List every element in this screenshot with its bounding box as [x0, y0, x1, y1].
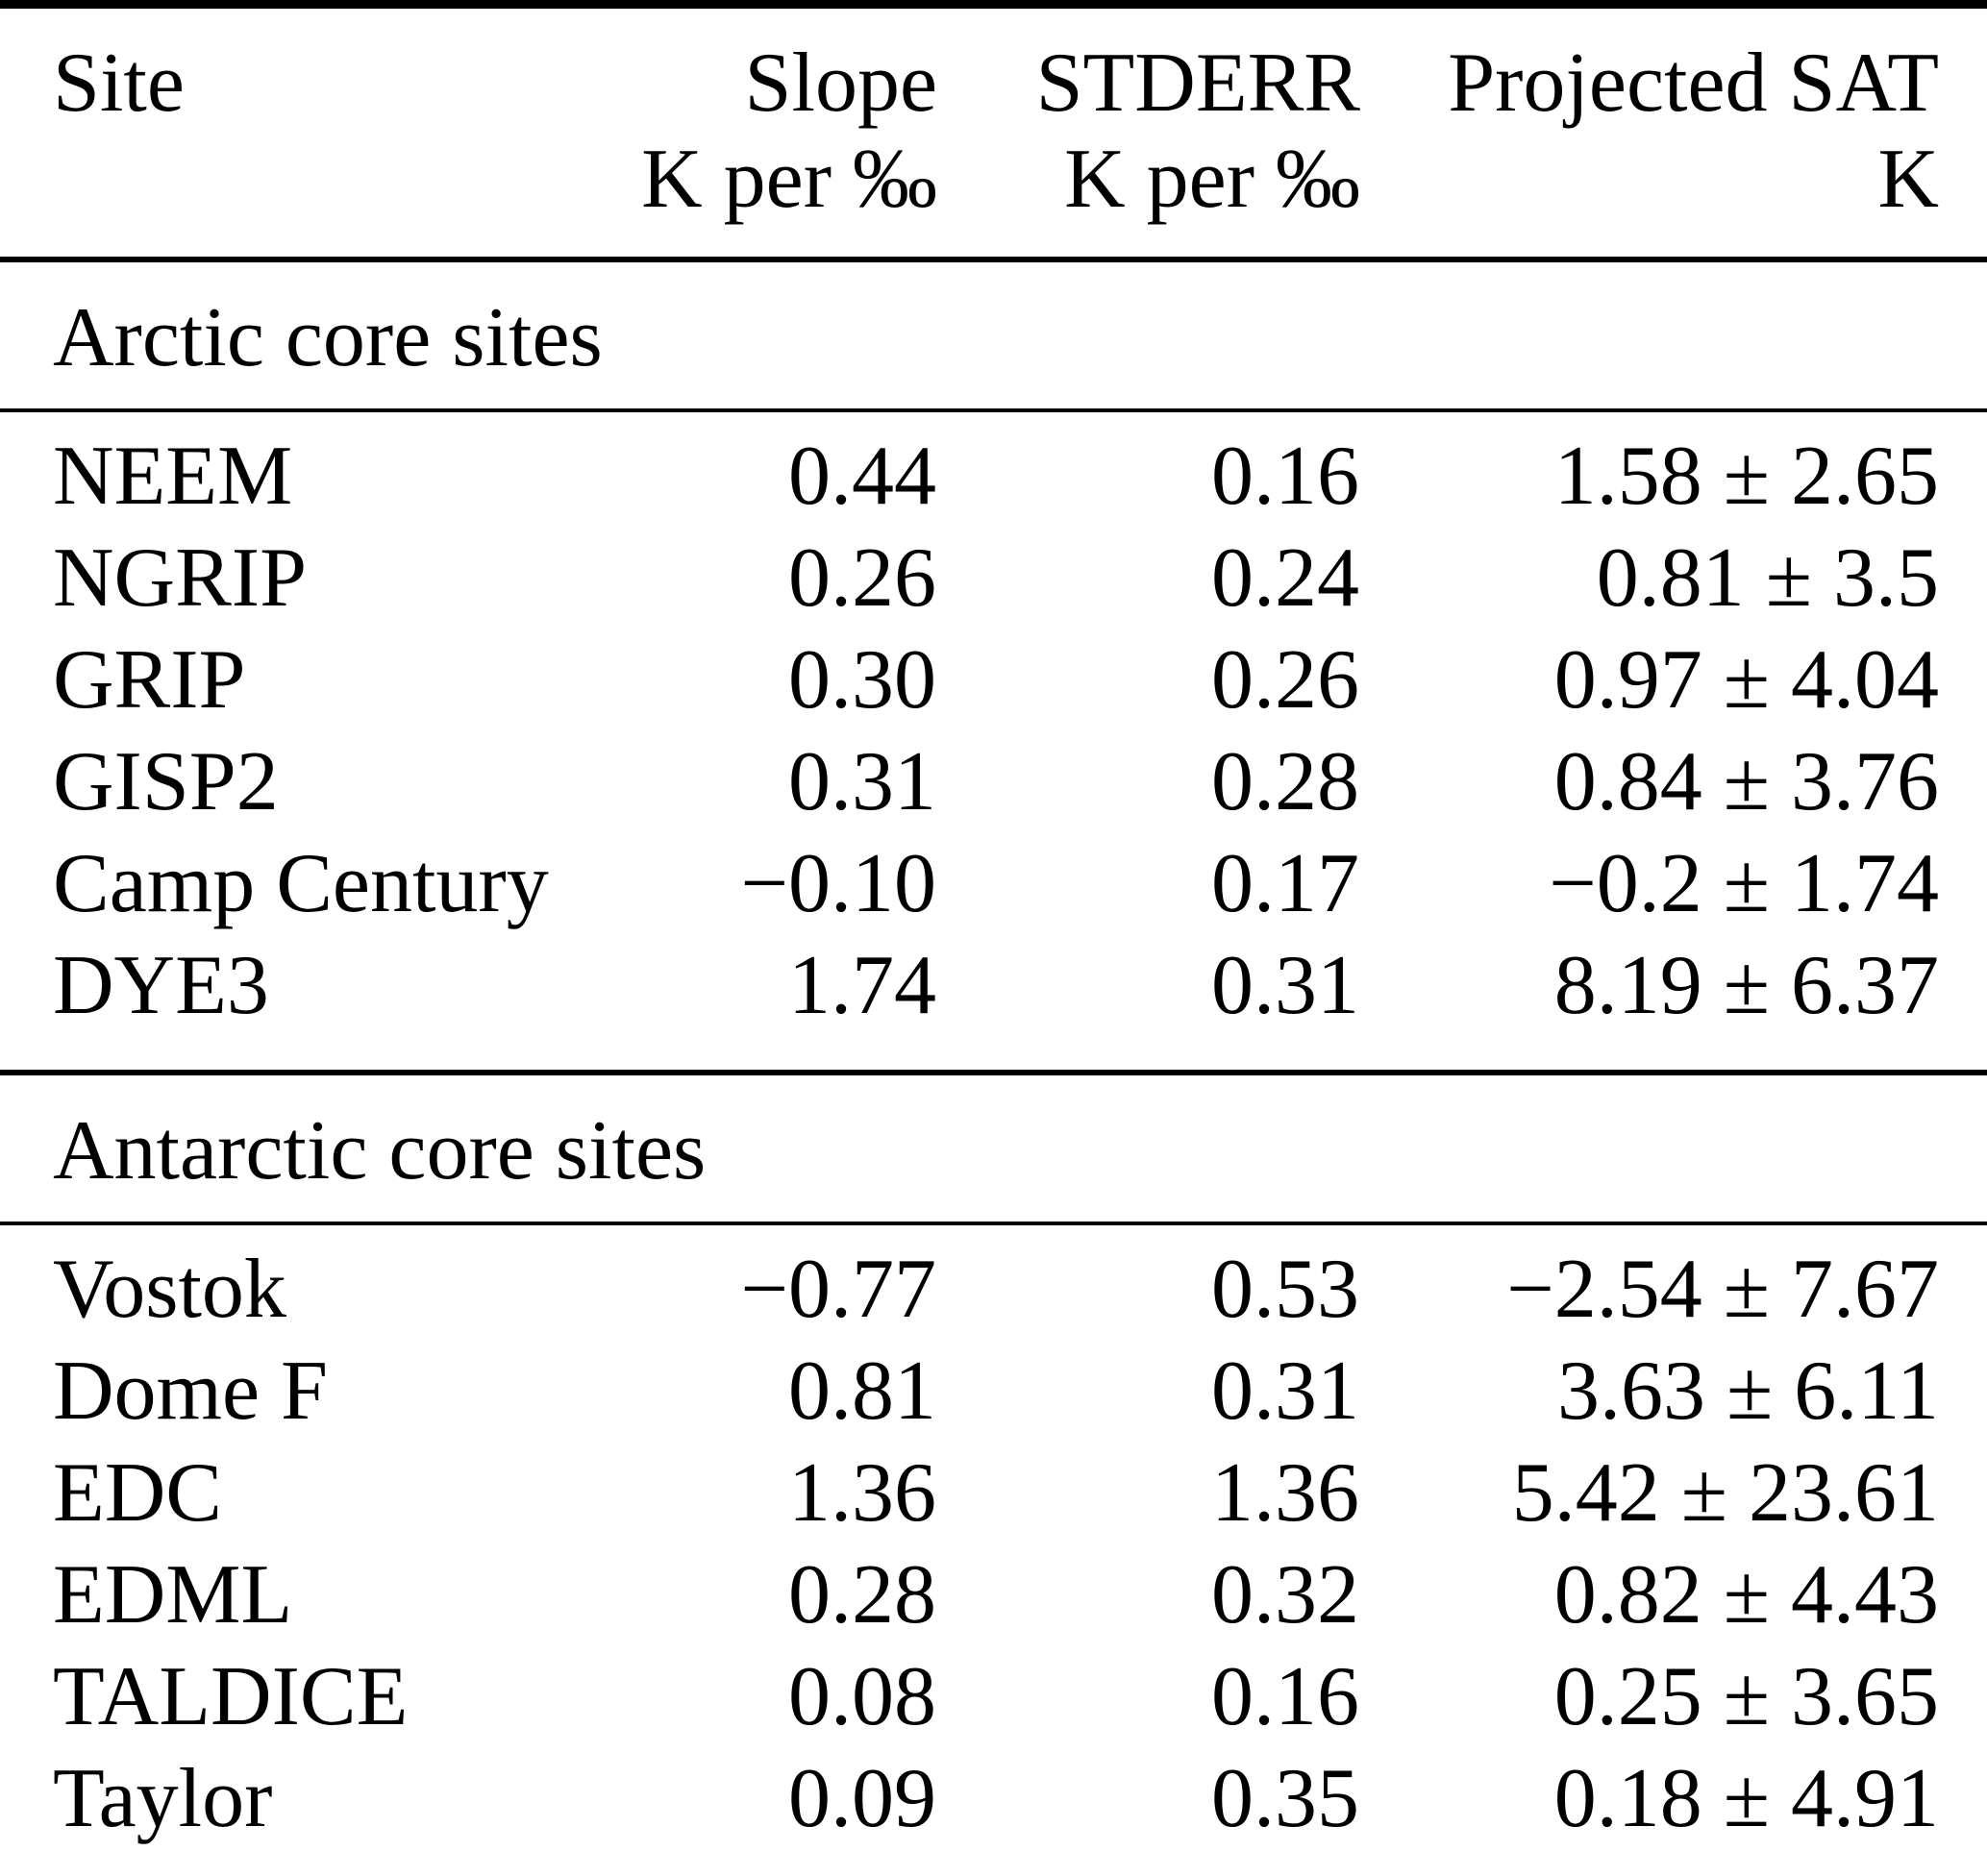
cell-stderr: 0.28 [1211, 735, 1359, 828]
cell-slope: 0.31 [788, 735, 936, 828]
cell-projected-sat: 3.63 ± 6.11 [1556, 1345, 1939, 1438]
cell-site: NGRIP [53, 531, 308, 625]
antarctic-rows: Vostok −0.77 0.53 −2.54 ± 7.67 Dome F 0.… [0, 1223, 1987, 1876]
cell-projected-sat: 1.58 ± 2.65 [1553, 430, 1939, 523]
row-grip: GRIP 0.30 0.26 0.97 ± 4.04 [0, 629, 1987, 731]
table-header: Site Slope K per ‰ STDERR K per ‰ Projec… [0, 5, 1987, 260]
column-header-projected-sat: Projected SAT K [1360, 5, 1987, 260]
cell-slope: −0.10 [740, 837, 936, 930]
cell-projected-sat: 8.19 ± 6.37 [1553, 939, 1939, 1032]
cell-projected-sat: 0.97 ± 4.04 [1553, 633, 1939, 727]
section-title: Arctic core sites [0, 257, 1987, 412]
section-title-row: Arctic core sites [0, 257, 1987, 412]
cell-stderr: 0.31 [1211, 939, 1359, 1032]
row-taldice: TALDICE 0.08 0.16 0.25 ± 3.65 [0, 1646, 1987, 1748]
row-dome-f: Dome F 0.81 0.31 3.63 ± 6.11 [0, 1341, 1987, 1443]
column-label: STDERR [1035, 37, 1360, 130]
row-camp-century: Camp Century −0.10 0.17 −0.2 ± 1.74 [0, 833, 1987, 935]
cell-projected-sat: −2.54 ± 7.67 [1506, 1243, 1939, 1336]
cell-site: NEEM [53, 430, 293, 523]
cell-slope: 0.30 [788, 633, 936, 727]
cell-slope: 0.28 [788, 1548, 936, 1642]
cell-site: DYE3 [53, 939, 269, 1032]
cell-projected-sat: −0.2 ± 1.74 [1549, 837, 1939, 930]
cell-site: EDC [53, 1446, 222, 1540]
column-unit: K [1877, 133, 1939, 226]
row-neem: NEEM 0.44 0.16 1.58 ± 2.65 [0, 410, 1987, 528]
cell-slope: −0.77 [740, 1243, 936, 1336]
cell-stderr: 0.35 [1211, 1752, 1359, 1845]
cell-site: Taylor [53, 1752, 273, 1845]
cell-slope: 0.81 [788, 1345, 936, 1438]
cell-slope: 0.26 [788, 531, 936, 625]
cell-stderr: 0.16 [1211, 430, 1359, 523]
cell-projected-sat: 0.81 ± 3.5 [1596, 531, 1939, 625]
cell-projected-sat: 0.25 ± 3.65 [1553, 1650, 1939, 1743]
column-label: Site [53, 37, 185, 130]
cell-stderr: 0.17 [1211, 837, 1359, 930]
cell-stderr: 0.53 [1211, 1243, 1359, 1336]
cell-slope: 1.36 [788, 1446, 936, 1540]
cell-site: EDML [53, 1548, 293, 1642]
header-row: Site Slope K per ‰ STDERR K per ‰ Projec… [0, 5, 1987, 260]
column-label: Projected SAT [1448, 37, 1939, 130]
column-header-site: Site [0, 5, 615, 260]
cell-stderr: 0.24 [1211, 531, 1359, 625]
cell-projected-sat: 5.42 ± 23.61 [1511, 1446, 1939, 1540]
row-vostok: Vostok −0.77 0.53 −2.54 ± 7.67 [0, 1223, 1987, 1341]
row-edml: EDML 0.28 0.32 0.82 ± 4.43 [0, 1544, 1987, 1646]
cell-stderr: 0.32 [1211, 1548, 1359, 1642]
row-taylor: Taylor 0.09 0.35 0.18 ± 4.91 [0, 1748, 1987, 1876]
cell-site: Vostok [53, 1243, 286, 1336]
row-ngrip: NGRIP 0.26 0.24 0.81 ± 3.5 [0, 528, 1987, 629]
row-dye3: DYE3 1.74 0.31 8.19 ± 6.37 [0, 935, 1987, 1073]
cell-projected-sat: 0.18 ± 4.91 [1553, 1752, 1939, 1845]
column-label: Slope [744, 37, 937, 130]
cell-site: Camp Century [53, 837, 549, 930]
cell-slope: 0.08 [788, 1650, 936, 1743]
section-header-antarctic: Antarctic core sites [0, 1070, 1987, 1225]
cell-stderr: 0.31 [1211, 1345, 1359, 1438]
cell-site: GRIP [53, 633, 246, 727]
column-unit: K per ‰ [641, 133, 937, 226]
column-header-slope: Slope K per ‰ [615, 5, 937, 260]
row-gisp2: GISP2 0.31 0.28 0.84 ± 3.76 [0, 731, 1987, 833]
cell-slope: 0.44 [788, 430, 936, 523]
cell-slope: 0.09 [788, 1752, 936, 1845]
section-header-arctic: Arctic core sites [0, 257, 1987, 412]
cell-stderr: 1.36 [1211, 1446, 1359, 1540]
cell-projected-sat: 0.84 ± 3.76 [1553, 735, 1939, 828]
column-header-stderr: STDERR K per ‰ [937, 5, 1360, 260]
row-edc: EDC 1.36 1.36 5.42 ± 23.61 [0, 1443, 1987, 1544]
column-unit: K per ‰ [1064, 133, 1360, 226]
cell-site: TALDICE [53, 1650, 409, 1743]
cell-site: Dome F [53, 1345, 328, 1438]
section-title: Antarctic core sites [0, 1070, 1987, 1225]
cell-slope: 1.74 [788, 939, 936, 1032]
cell-stderr: 0.26 [1211, 633, 1359, 727]
section-title-row: Antarctic core sites [0, 1070, 1987, 1225]
cell-site: GISP2 [53, 735, 279, 828]
arctic-rows: NEEM 0.44 0.16 1.58 ± 2.65 NGRIP 0.26 0.… [0, 410, 1987, 1073]
cell-stderr: 0.16 [1211, 1650, 1359, 1743]
cell-projected-sat: 0.82 ± 4.43 [1553, 1548, 1939, 1642]
